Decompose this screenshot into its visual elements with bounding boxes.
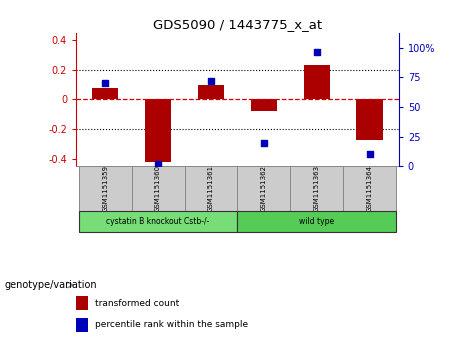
Bar [79, 166, 131, 211]
Bar [145, 99, 171, 162]
Bar [290, 166, 343, 211]
Text: GSM1151364: GSM1151364 [366, 165, 372, 212]
Title: GDS5090 / 1443775_x_at: GDS5090 / 1443775_x_at [153, 19, 322, 32]
Text: GSM1151359: GSM1151359 [102, 165, 108, 212]
Point [154, 161, 162, 167]
Bar [251, 99, 277, 111]
Text: transformed count: transformed count [95, 299, 179, 307]
Text: GSM1151360: GSM1151360 [155, 165, 161, 212]
Text: cystatin B knockout Cstb-/-: cystatin B knockout Cstb-/- [106, 217, 210, 226]
Point [207, 78, 215, 84]
Point [313, 49, 320, 55]
Text: percentile rank within the sample: percentile rank within the sample [95, 321, 248, 329]
Bar [184, 166, 237, 211]
Bar [131, 166, 184, 211]
Text: genotype/variation: genotype/variation [5, 280, 97, 290]
Text: wild type: wild type [299, 217, 334, 226]
Bar [356, 99, 383, 140]
Bar [237, 211, 396, 232]
Bar [79, 211, 237, 232]
Point [260, 140, 267, 146]
Bar [237, 166, 290, 211]
Bar [92, 87, 118, 99]
Bar [343, 166, 396, 211]
Bar [198, 85, 224, 99]
Text: GSM1151362: GSM1151362 [261, 165, 267, 212]
Text: GSM1151361: GSM1151361 [208, 165, 214, 212]
Point [101, 80, 109, 86]
Point [366, 151, 373, 157]
Text: GSM1151363: GSM1151363 [314, 165, 320, 212]
Bar [303, 65, 330, 99]
